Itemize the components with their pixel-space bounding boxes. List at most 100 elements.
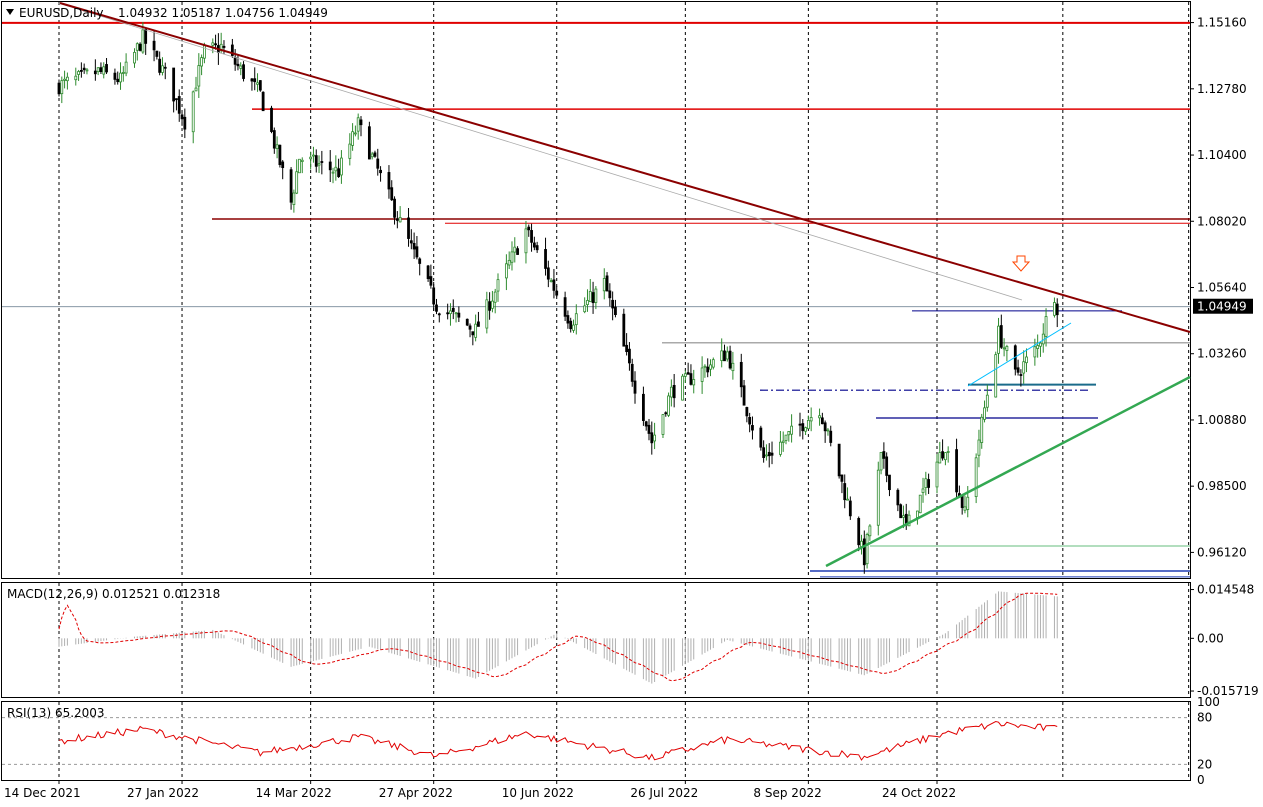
candle-body <box>818 415 821 419</box>
candle-body <box>135 43 139 51</box>
candle-body <box>1055 303 1059 316</box>
candle-body <box>703 365 707 368</box>
candle-body <box>672 385 676 399</box>
candle-body <box>429 276 433 286</box>
candle-body <box>491 300 494 309</box>
candle-body <box>535 245 539 251</box>
candle-body <box>163 66 167 69</box>
rsi-y-tick-label: 0 <box>1197 773 1205 787</box>
candle-body <box>625 344 629 353</box>
x-tick-label: 26 Jul 2022 <box>630 786 698 800</box>
candle-body <box>938 452 942 464</box>
candle-body <box>876 469 880 526</box>
candle-body <box>390 187 394 201</box>
candle-body <box>451 307 455 312</box>
candle-body <box>927 479 931 488</box>
candle-body <box>161 65 164 73</box>
candle-body <box>667 395 670 416</box>
candle-body <box>686 372 690 375</box>
x-tick-label: 14 Mar 2022 <box>256 786 332 800</box>
candle-body <box>882 451 886 459</box>
candle-body <box>1044 316 1048 337</box>
trend-layer <box>57 2 1191 568</box>
rsi-y-tick-label: 100 <box>1197 695 1220 709</box>
candle-body <box>544 249 547 269</box>
candle-body <box>837 443 841 477</box>
candle-body <box>524 228 528 254</box>
candle-body <box>980 416 984 443</box>
candle-body <box>896 489 900 506</box>
candle-body <box>683 373 687 377</box>
candle-body <box>300 159 304 162</box>
candle-body <box>312 154 315 157</box>
candle-body <box>435 304 438 312</box>
candle-body <box>292 192 296 205</box>
candle-body <box>426 265 430 280</box>
candle-body <box>57 82 61 95</box>
candle-body <box>739 361 743 388</box>
candle-body <box>272 130 276 149</box>
candle-body <box>367 126 371 160</box>
candle-body <box>278 144 282 166</box>
candle-body <box>770 452 774 456</box>
y-tick-label: 1.05640 <box>1197 280 1247 294</box>
chart-menu-triangle-icon[interactable] <box>6 9 14 15</box>
candle-body <box>398 216 402 223</box>
candle-body <box>65 76 69 82</box>
candle-body <box>532 242 536 248</box>
candle-body <box>650 432 654 444</box>
candle-body <box>214 43 217 46</box>
candle-body <box>412 242 416 250</box>
candle-body <box>340 157 343 176</box>
candle-body <box>77 71 80 75</box>
candle-body <box>977 439 981 456</box>
candle-body <box>583 305 587 313</box>
candle-body <box>614 306 617 315</box>
candle-body <box>85 69 89 72</box>
candle-body <box>848 500 852 517</box>
candle-body <box>784 434 788 441</box>
candle-body <box>820 417 824 425</box>
candle-body <box>337 168 341 178</box>
candle-body <box>983 407 986 420</box>
macd-y-tick-label: 0.014548 <box>1197 583 1254 597</box>
candle-body <box>194 87 198 92</box>
candle-body <box>1053 302 1056 316</box>
candle-body <box>465 318 469 326</box>
y-tick-label: 1.00880 <box>1197 413 1247 427</box>
candle-body <box>801 423 805 432</box>
candle-body <box>155 50 159 57</box>
candle-body <box>211 42 215 46</box>
candle-body <box>395 218 399 221</box>
candle-body <box>93 70 97 75</box>
candle-body <box>918 494 922 514</box>
rsi-panel-frame <box>1 701 1191 781</box>
candle-body <box>379 169 382 174</box>
candle-body <box>437 313 441 316</box>
candle-body <box>731 362 735 372</box>
candle-body <box>1039 342 1042 347</box>
candle-body <box>144 28 148 44</box>
candle-body <box>359 119 363 126</box>
candle-body <box>504 263 508 279</box>
candle-body <box>121 72 125 74</box>
candle-body <box>175 98 178 101</box>
grid-layer <box>58 2 1190 780</box>
down-arrow-icon <box>1011 255 1031 272</box>
candle-body <box>119 72 122 83</box>
candle-body <box>720 350 724 361</box>
channel-line <box>967 322 1072 387</box>
candle-body <box>1022 361 1026 374</box>
candle-body <box>591 292 595 304</box>
chart-ohlc-label: 1.04932 1.05187 1.04756 1.04949 <box>118 6 328 20</box>
rsi-y-tick-label: 80 <box>1197 711 1212 725</box>
candle-body <box>334 166 338 172</box>
candle-body <box>449 310 452 315</box>
candle-body <box>256 82 259 85</box>
candle-body <box>527 226 531 231</box>
candle-body <box>941 451 944 459</box>
macd-layer <box>58 591 1058 684</box>
candle-body <box>779 441 782 455</box>
